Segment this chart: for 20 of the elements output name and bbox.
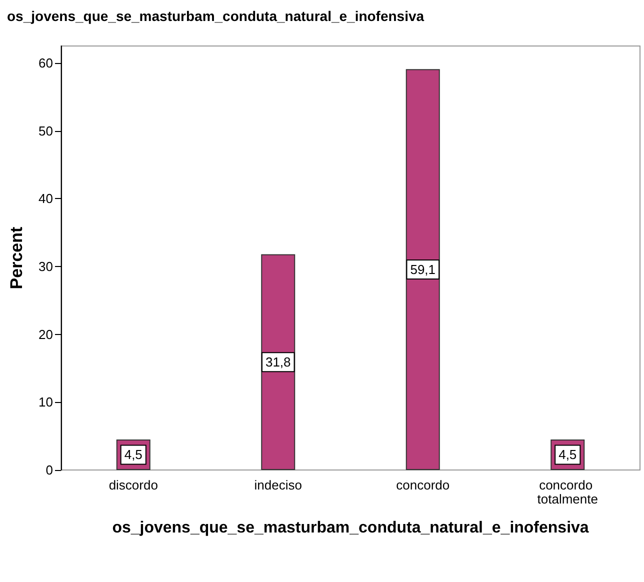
x-tick-label: concordo — [396, 478, 450, 492]
y-axis-title: Percent — [7, 226, 26, 290]
data-label: 31,8 — [265, 354, 291, 370]
x-tick-label: indeciso — [254, 478, 302, 492]
y-tick-label: 50 — [38, 123, 53, 138]
x-tick-label: discordo — [108, 478, 158, 492]
y-tick-label: 60 — [38, 55, 53, 70]
data-label: 59,1 — [410, 262, 436, 278]
data-label: 4,5 — [558, 447, 577, 462]
bar — [261, 254, 296, 470]
data-label: 4,5 — [124, 447, 142, 462]
x-axis-title: os_jovens_que_se_masturbam_conduta_natural_e_inofensiva — [112, 520, 589, 536]
y-tick-label: 20 — [38, 326, 53, 342]
y-tick-label: 0 — [46, 462, 53, 478]
chart-title: os_jovens_que_se_masturbam_conduta_natural_e_inofensiva — [7, 8, 424, 24]
y-tick-label: 40 — [38, 191, 53, 206]
y-tick-label: 30 — [38, 258, 53, 274]
y-tick-label: 10 — [38, 394, 53, 410]
x-tick-label: concordo totalmente — [537, 478, 598, 506]
bar — [406, 69, 440, 470]
